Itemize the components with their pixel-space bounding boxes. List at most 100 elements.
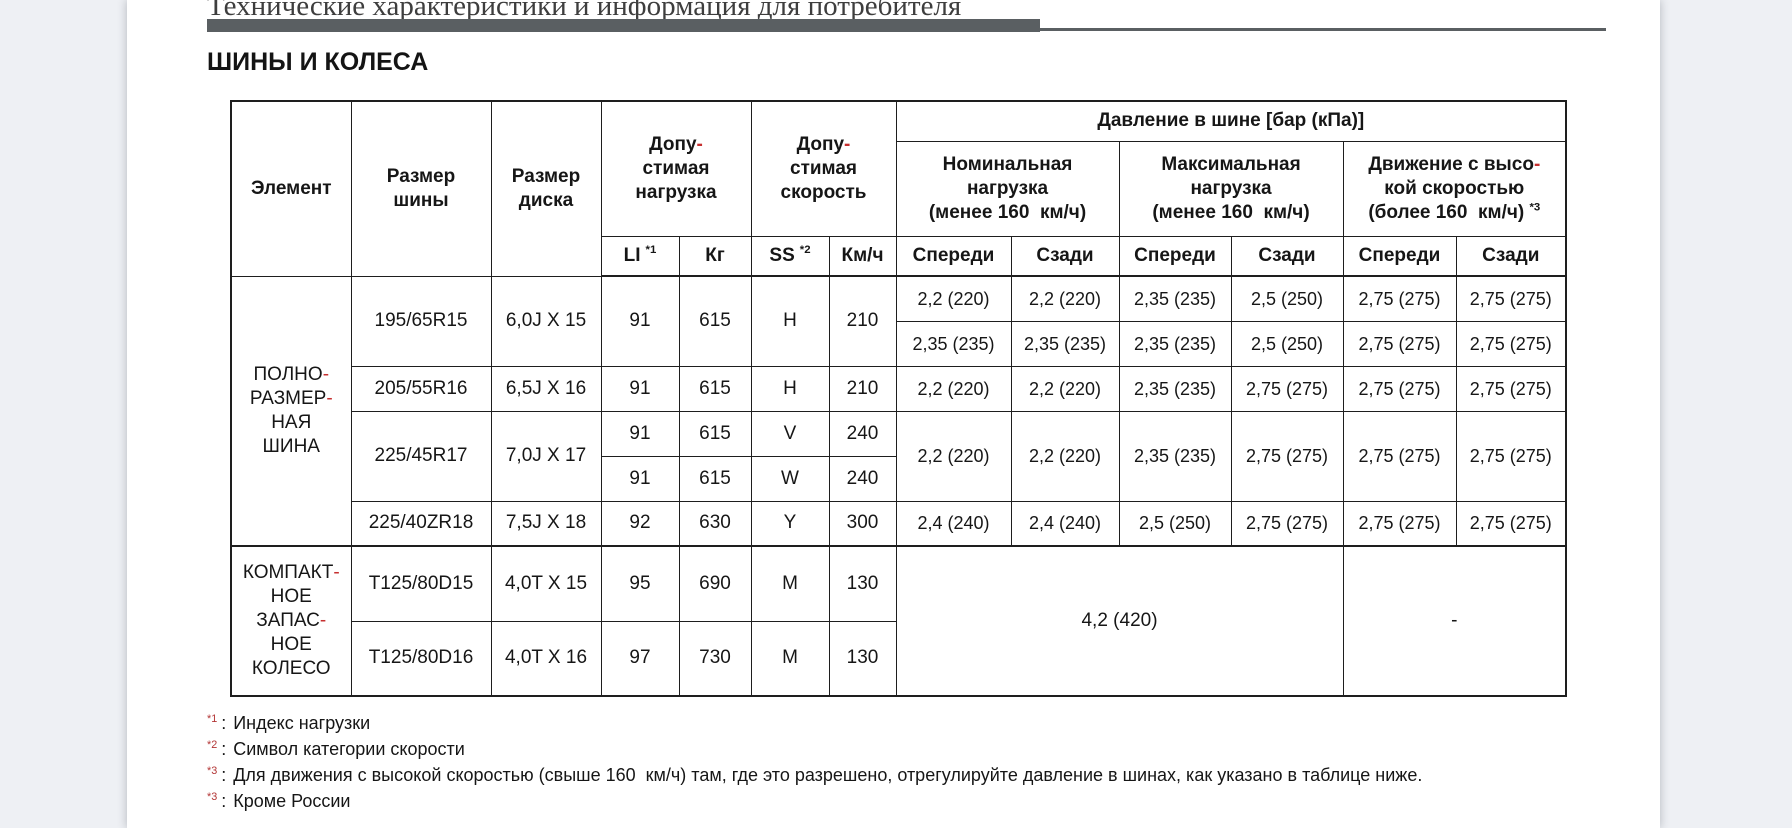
footnote-marker: *2 [207,739,218,751]
cell-li: 92 [600,500,680,547]
cell-li: 91 [600,410,680,457]
cell-kmh: 210 [828,365,897,412]
table-row: 225/45R17 7,0J X 17 91 615 V 240 2,2 (22… [231,410,1567,502]
cell-pressure: 2,75 (275) [1455,320,1567,367]
col-header-max-load: Максимальная нагрузка (менее 160 км/ч) [1118,140,1344,237]
col-header-tire-size: Размер шины [350,100,492,277]
cell-ss: V [750,410,830,457]
cell-tire-size: T125/80D16 [350,620,492,697]
cell-pressure: 2,35 (235) [1118,365,1232,412]
section-divider [207,19,1660,33]
cell-kmh: 300 [828,500,897,547]
table-row: 2,35 (235) 2,35 (235) 2,35 (235) 2,5 (25… [231,320,1567,367]
cell-pressure: 2,75 (275) [1455,365,1567,412]
cell-pressure: 2,5 (250) [1118,500,1232,547]
cell-pressure: 2,75 (275) [1455,500,1567,547]
col-header-disk-size: Размер диска [490,100,602,277]
col-header-speed: Допу-стимая скорость [750,100,897,237]
cell-ss: H [750,365,830,412]
col-header-pressure: Давление в шине [бар (кПа)] [895,100,1567,142]
col-header-high-speed: Движение с высо-кой скоростью (более 160 … [1342,140,1567,237]
footnote: *3: Для движения с высокой скоростью (свы… [207,765,1423,785]
col-header-rear-max: Сзади [1230,235,1344,277]
col-header-front-nominal: Спереди [895,235,1012,277]
red-hyphen: - [844,133,851,155]
cell-pressure: 2,2 (220) [1010,365,1120,412]
cell-pressure: 2,75 (275) [1230,410,1344,502]
row-group-full-size: ПОЛНО- РАЗМЕР- НАЯ ШИНА [230,275,352,547]
table-row: ПОЛНО- РАЗМЕР- НАЯ ШИНА 195/65R15 6,0J X 15… [230,275,1567,547]
cell-ss: W [750,455,830,502]
header-row-3: LI *1 Кг SS *2 Км/ч Спереди Сзади Спереди … [231,235,1567,277]
footnote: *2: Символ категории скорости [207,739,465,759]
footnote-text: Символ категории скорости [233,739,465,759]
cell-kg: 615 [678,455,752,502]
cell-ss: M [750,545,830,622]
table-row: КОМПАКТ- НОЕ ЗАПАС- НОЕ КОЛЕСО T125/80D15 4,… [230,545,1567,697]
cell-pressure: 2,4 (240) [895,500,1012,547]
footnote-text: Для движения с высокой скоростью (свыше … [233,765,1423,785]
cell-pressure: 2,35 (235) [1118,275,1232,322]
red-hyphen: - [326,387,333,409]
col-header-kg: Кг [678,235,752,277]
cell-kg: 615 [678,410,752,457]
table-row: T125/80D16 4,0T X 16 97 730 M 130 [231,620,1566,697]
divider-thick-bar [207,19,1040,32]
footnote-marker: *3 [207,791,218,803]
footnote-marker: *1 [207,713,218,725]
document-page: Технические характеристики и информация … [127,0,1660,828]
cell-ss: Y [750,500,830,547]
cell-kg: 690 [678,545,752,622]
table-row: 225/40ZR18 7,5J X 18 92 630 Y 300 2,4 (2… [231,500,1567,547]
cell-ss: H [750,275,830,367]
cell-pressure: 2,75 (275) [1230,500,1344,547]
red-hyphen: - [333,562,340,583]
cell-pressure: 2,2 (220) [895,275,1012,322]
col-header-front-high: Спереди [1342,235,1457,277]
cell-kmh: 130 [828,545,897,622]
col-header-kmh: Км/ч [828,235,897,277]
cell-pressure: 2,35 (235) [1118,410,1232,502]
cell-kg: 615 [678,365,752,412]
cell-spare-high-speed: - [1342,545,1567,697]
cell-pressure: 2,75 (275) [1342,365,1457,412]
cell-li: 95 [600,545,680,622]
cell-pressure: 2,4 (240) [1010,500,1120,547]
cell-li: 97 [600,620,680,697]
row-group-compact-spare: КОМПАКТ- НОЕ ЗАПАС- НОЕ КОЛЕСО [230,545,352,697]
col-header-nominal-load: Номинальная нагрузка (менее 160 км/ч) [895,140,1120,237]
col-header-rear-high: Сзади [1455,235,1567,277]
cell-pressure: 2,75 (275) [1342,500,1457,547]
cell-spare-pressure: 4,2 (420) [895,545,1344,697]
cell-li: 91 [600,455,680,502]
cell-tire-size: 205/55R16 [350,365,492,412]
cell-pressure: 2,75 (275) [1342,275,1457,322]
header-row-1: Элемент Размер шины Размер диска Допу-стим… [230,100,1567,277]
table-row: 205/55R16 6,5J X 16 91 615 H 210 2,2 (22… [231,365,1567,412]
cell-kmh: 240 [828,410,897,457]
cell-pressure: 2,35 (235) [1010,320,1120,367]
cell-pressure: 2,35 (235) [895,320,1012,367]
cell-kg: 730 [678,620,752,697]
red-hyphen: - [319,610,327,631]
cell-pressure: 2,75 (275) [1455,410,1567,502]
red-hyphen: - [322,363,330,385]
cell-pressure: 2,75 (275) [1342,320,1457,367]
footnote-ref: *1 [645,244,657,257]
cell-kmh: 130 [828,620,897,697]
col-header-load: Допу-стимая нагрузка [600,100,752,237]
table-row: 91 615 W 240 [231,455,1566,502]
cell-pressure: 2,5 (250) [1230,320,1344,367]
cell-kmh: 240 [828,455,897,502]
footnote-text: Кроме России [233,791,351,811]
cell-tire-size: 225/40ZR18 [350,500,492,547]
cell-li: 91 [600,275,680,367]
doc-title: Технические характеристики и информация … [207,0,962,22]
footnotes: *1: Индекс нагрузки *2: Символ категории с… [207,710,1422,814]
cell-pressure: 2,2 (220) [1010,275,1120,322]
col-header-rear-nominal: Сзади [1010,235,1120,277]
cell-pressure: 2,75 (275) [1230,365,1344,412]
cell-pressure: 2,75 (275) [1455,275,1567,322]
cell-tire-size: T125/80D15 [350,545,492,622]
cell-pressure: 2,75 (275) [1342,410,1457,502]
